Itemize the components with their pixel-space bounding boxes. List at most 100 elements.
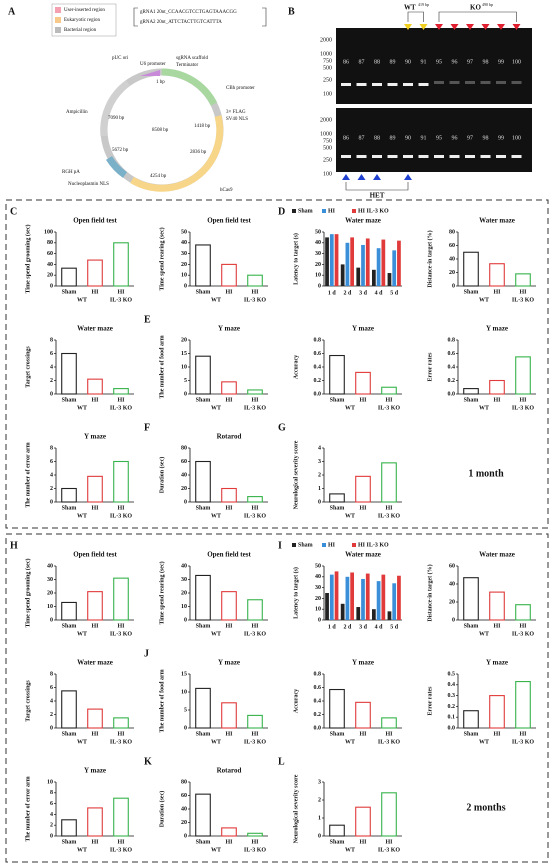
y-tick-label: 80	[181, 779, 187, 785]
y-tick-label: 0.6	[448, 351, 456, 357]
bar	[247, 832, 263, 837]
bar	[195, 687, 211, 729]
arrow-marker	[481, 24, 490, 30]
x-tick-label: 1 d	[328, 290, 337, 296]
x-tick-label: HI	[493, 289, 501, 295]
y-tick-label: 40	[315, 240, 321, 246]
x-tick-label: HI	[91, 731, 99, 737]
y-tick-label: 0.2	[448, 704, 456, 710]
x-tick-label: Sham	[62, 505, 77, 511]
y-tick-label: 4	[50, 698, 53, 704]
legend-swatch	[352, 209, 356, 213]
bar	[489, 379, 505, 395]
group-label: WT	[211, 631, 221, 637]
bar	[397, 575, 401, 620]
group-label: WT	[345, 847, 355, 853]
y-tick-label: 6	[50, 685, 53, 691]
y-tick-label: 5	[184, 707, 187, 713]
y-tick-label: 0.2	[314, 378, 322, 384]
band	[403, 83, 413, 86]
bar	[87, 378, 103, 395]
x-tick-label: Sham	[196, 623, 211, 629]
x-tick-label: HI	[251, 397, 259, 403]
y-tick-label: 20	[181, 337, 187, 343]
x-tick-label: HI	[91, 839, 99, 845]
group-label: IL-3 KO	[512, 631, 535, 637]
bracket	[133, 7, 138, 27]
y-tick-label: 30	[315, 251, 321, 257]
lane-label: 96	[452, 135, 458, 141]
x-tick-label: Sham	[464, 289, 479, 295]
x-tick-label: HI	[519, 289, 527, 295]
arrow-marker	[404, 174, 412, 180]
x-tick-label: HI	[359, 505, 367, 511]
feature-label: pUC ori	[112, 56, 129, 61]
group-label: WT	[211, 405, 221, 411]
legend-label: Sham	[298, 542, 313, 548]
bar	[489, 695, 505, 729]
legend-swatch	[55, 17, 61, 23]
y-tick-label: 0	[318, 617, 321, 623]
bar	[350, 572, 355, 620]
ladder-label: 1000	[320, 131, 332, 137]
legend-text: Bacterial region	[64, 28, 97, 33]
charts: 1 month 2 months C Open field test Time spen…	[10, 206, 536, 853]
x-tick-label: HI	[117, 397, 125, 403]
bar	[356, 267, 361, 286]
panel-label: F	[144, 422, 150, 433]
y-tick-label: 80	[181, 445, 187, 451]
ladder-label: 500	[323, 65, 332, 71]
x-tick-label: HI	[117, 731, 125, 737]
band	[341, 155, 351, 158]
panel-label: E	[144, 314, 151, 325]
x-tick-label: HI	[385, 505, 393, 511]
y-tick-label: 0	[318, 833, 321, 839]
x-tick-label: 4 d	[375, 624, 384, 630]
y-tick-label: 0.4	[448, 682, 456, 688]
group-label: IL-3 KO	[244, 405, 267, 411]
x-tick-label: HI	[225, 623, 233, 629]
bar	[463, 577, 479, 621]
x-tick-label: Sham	[62, 839, 77, 845]
lane-label: 99	[498, 59, 504, 65]
band	[465, 81, 475, 84]
y-tick-label: 0.4	[314, 698, 322, 704]
y-tick-label: 2	[50, 378, 53, 384]
y-tick-label: 6	[50, 351, 53, 357]
chart-title: Open field test	[73, 217, 117, 225]
y-tick-label: 10	[181, 689, 187, 695]
group-label: WT	[77, 847, 87, 853]
feature-label: 1418 bp	[194, 124, 211, 129]
section-label: 2 months	[466, 802, 505, 813]
y-axis-label: Time spend grooming (sec)	[24, 559, 31, 628]
y-tick-label: 0	[50, 725, 53, 731]
feature-label: 1 bp	[156, 80, 165, 85]
bar	[221, 702, 237, 729]
y-tick-label: 20	[181, 820, 187, 826]
feature-label: Terminator	[176, 63, 198, 68]
ladder-label: 100	[323, 171, 332, 177]
bar	[365, 238, 370, 286]
chart-title: Y maze	[84, 767, 106, 775]
lane-label: 91	[421, 59, 427, 65]
x-tick-label: HI	[225, 397, 233, 403]
bar	[381, 792, 397, 837]
x-tick-label: HI	[225, 505, 233, 511]
y-tick-label: 0	[452, 283, 455, 289]
ladder-label: 1000	[320, 51, 332, 57]
y-tick-label: 40	[181, 563, 187, 569]
y-tick-label: 0	[318, 283, 321, 289]
x-tick-label: HI	[251, 731, 259, 737]
lane-label: 95	[436, 135, 442, 141]
bar	[381, 462, 397, 503]
group-label: IL-3 KO	[110, 297, 133, 303]
group-label: IL-3 KO	[110, 739, 133, 745]
chart-title: Water maze	[77, 325, 113, 333]
x-tick-label: HI	[251, 839, 259, 845]
x-tick-label: Sham	[464, 397, 479, 403]
group-label: IL-3 KO	[110, 631, 133, 637]
y-axis-label: Error rates	[427, 686, 433, 716]
gel-image	[336, 28, 532, 104]
lane-label: 89	[390, 135, 396, 141]
